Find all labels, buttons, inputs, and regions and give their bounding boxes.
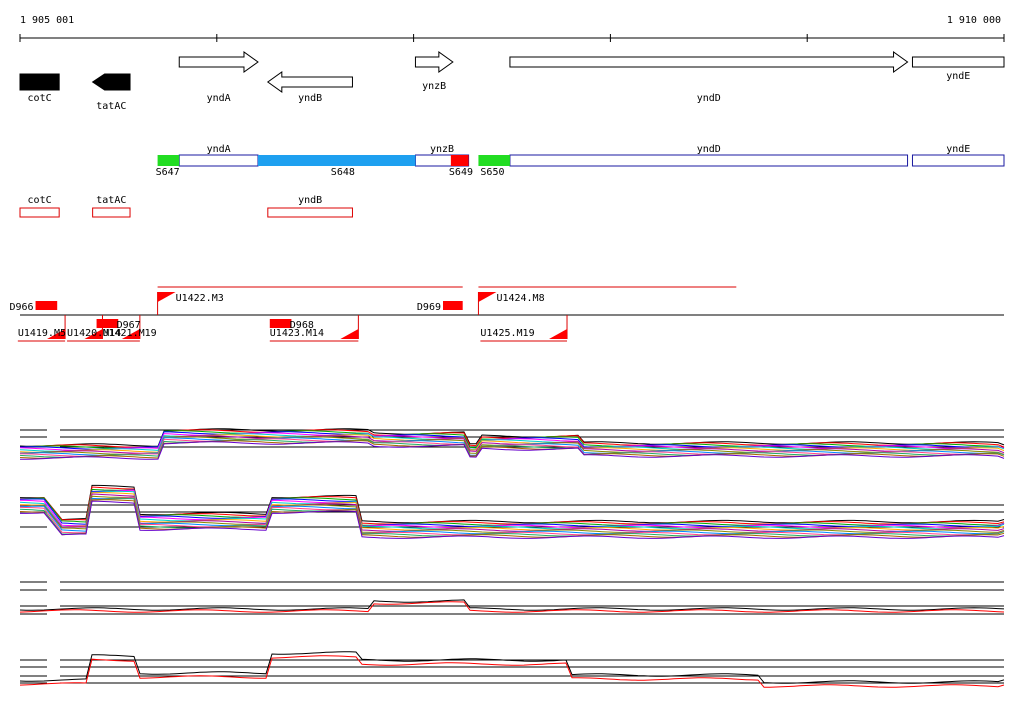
antisense-box xyxy=(92,207,131,218)
segment-fill xyxy=(157,155,180,166)
segment-fill xyxy=(450,155,469,166)
transcript-minus-label: U1421.M19 xyxy=(102,328,156,339)
transcript-minus-flag xyxy=(47,329,66,339)
expression-panel-minus xyxy=(19,480,1005,550)
segment-box-label: yndA xyxy=(207,144,231,155)
gene-label: yndB xyxy=(298,93,322,104)
terminator-marker xyxy=(269,319,292,328)
position-ruler: 1 905 001 1 910 000 xyxy=(19,15,1005,42)
terminator-marker xyxy=(96,319,119,328)
segment-box-label: ynzB xyxy=(430,144,454,155)
gene-arrow xyxy=(266,71,353,93)
segment-id-label: S650 xyxy=(480,167,504,178)
transcript-plus-flag xyxy=(157,292,176,302)
gene-label: yndD xyxy=(697,93,721,104)
expression-profile xyxy=(19,599,1005,611)
gene-label: yndA xyxy=(207,93,231,104)
antisense-box xyxy=(267,207,353,218)
segment-box-label: yndD xyxy=(697,144,721,155)
segment-fill xyxy=(257,155,416,166)
segment-id-label: S648 xyxy=(331,167,355,178)
expression-profile xyxy=(20,500,1005,539)
antisense-label: tatAC xyxy=(96,195,126,206)
transcript-minus-label: U1423.M14 xyxy=(270,328,324,339)
ruler-end-label: 1 910 000 xyxy=(947,15,1001,26)
transcript-plus-label: U1424.M8 xyxy=(496,293,544,304)
ruler-ticks xyxy=(19,34,1005,42)
transcript-minus-flag xyxy=(340,329,359,339)
antisense-label: yndB xyxy=(298,195,322,206)
ruler-start-label: 1 905 001 xyxy=(20,15,74,26)
gene-arrow xyxy=(19,73,60,91)
antisense-track: cotC tatAC yndB xyxy=(19,195,353,218)
gene-label: yndE xyxy=(946,71,970,82)
panel-gap xyxy=(47,580,60,650)
terminator-marker xyxy=(35,301,58,310)
segment-box xyxy=(911,154,1005,167)
gene-label: cotC xyxy=(28,93,52,104)
expression-profile xyxy=(19,493,1005,532)
expression-profile xyxy=(19,651,1005,684)
gene-label: ynzB xyxy=(422,81,446,92)
terminator-label: D967 xyxy=(117,320,141,331)
transcript-minus-flag xyxy=(549,329,568,339)
expression-profile xyxy=(19,655,1005,688)
expression-profile xyxy=(19,489,1005,527)
panel-gap xyxy=(47,650,60,714)
expression-profile xyxy=(20,441,1005,460)
gene-arrow xyxy=(509,51,909,73)
panel-gap xyxy=(47,480,60,550)
segment-id-label: S647 xyxy=(156,167,180,178)
segment-box-label: yndE xyxy=(946,144,970,155)
expression-panel-plus xyxy=(19,420,1005,490)
expression-summary-minus xyxy=(19,650,1005,714)
gene-arrow xyxy=(414,51,454,73)
transcript-minus-label: U1419.M5 xyxy=(18,328,66,339)
transcript-minus-flag xyxy=(84,329,103,339)
segment-box xyxy=(509,154,909,167)
expression-profile xyxy=(19,488,1005,526)
segment-id-label: S649 xyxy=(449,167,473,178)
segment-box xyxy=(178,154,259,167)
segment-fill xyxy=(478,155,510,166)
gene-label: tatAC xyxy=(96,101,126,112)
terminator-label: D966 xyxy=(9,302,33,313)
transcript-track: U1422.M3 U1424.M8 U1419.M5 U1420.M14U1421.M… xyxy=(9,286,1004,342)
expression-summary-plus xyxy=(19,580,1005,650)
gene-arrow xyxy=(91,73,131,91)
gene-track: cotC tatAC yndA yndB ynzB yndD yndE xyxy=(19,51,1005,112)
terminator-marker xyxy=(443,301,463,310)
antisense-label: cotC xyxy=(28,195,52,206)
gene-arrow xyxy=(178,51,259,73)
antisense-box xyxy=(19,207,60,218)
expression-profile xyxy=(19,484,1005,524)
transcript-plus-label: U1422.M3 xyxy=(176,293,224,304)
segment-track: yndA ynzB yndD yndE S647 S648 S649 S650 xyxy=(156,144,1005,178)
expression-profile xyxy=(19,601,1005,613)
terminator-label: D969 xyxy=(417,302,441,313)
transcript-minus-flag xyxy=(121,329,140,339)
transcript-plus-flag xyxy=(478,292,497,302)
transcript-minus-label: U1425.M19 xyxy=(480,328,534,339)
gene-arrow xyxy=(911,56,1005,68)
transcript-minus-label: U1420.M14 xyxy=(67,328,121,339)
terminator-label: D968 xyxy=(290,320,314,331)
